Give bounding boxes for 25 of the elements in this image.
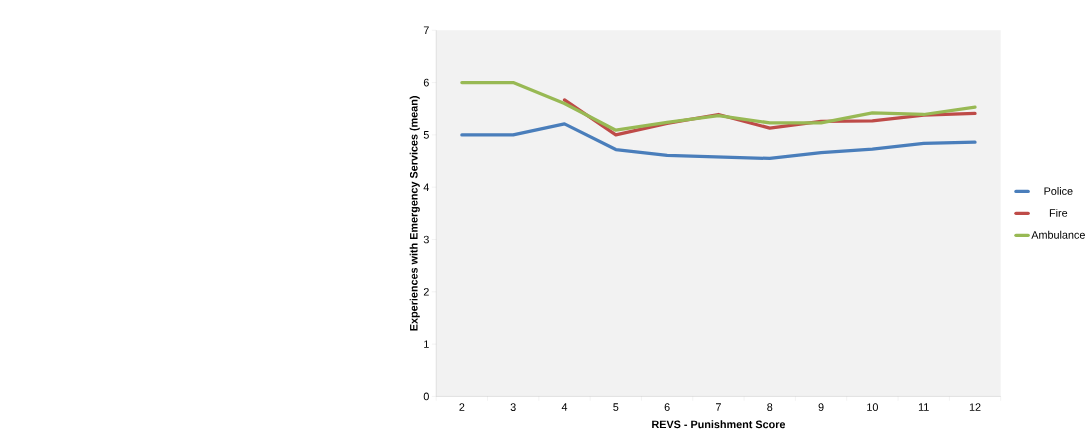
x-tick-label: 4 <box>561 403 568 411</box>
y-tick-label: 1 <box>424 340 429 348</box>
x-tick-label: 12 <box>969 403 981 411</box>
legend-label: Ambulance <box>1031 230 1085 239</box>
x-tick-label: 10 <box>867 403 878 411</box>
x-tick-label: 11 <box>918 403 929 411</box>
y-axis-title: Experiences with Emergency Services (mean) <box>409 95 420 331</box>
x-tick-label: 9 <box>818 403 824 411</box>
y-tick-label: 3 <box>423 235 429 244</box>
line-series <box>460 80 977 132</box>
y-tick-label: 6 <box>423 78 429 87</box>
x-tick-label: 6 <box>664 403 670 411</box>
x-tick-label: 2 <box>459 403 465 411</box>
x-axis-title: REVS - Punishment Score <box>652 420 786 428</box>
y-tick-label: 5 <box>423 130 429 139</box>
y-tick-label: 0 <box>423 392 429 401</box>
x-tick-label: 7 <box>715 403 721 411</box>
y-tick-label: 2 <box>423 287 429 296</box>
x-tick-label: 3 <box>510 403 516 411</box>
legend-label: Police <box>1044 186 1073 195</box>
x-tick-label: 5 <box>613 403 619 411</box>
legend-label: Fire <box>1049 208 1068 217</box>
x-tick-label: 8 <box>767 403 773 411</box>
y-tick-label: 7 <box>423 26 429 34</box>
y-tick-label: 4 <box>423 183 430 191</box>
